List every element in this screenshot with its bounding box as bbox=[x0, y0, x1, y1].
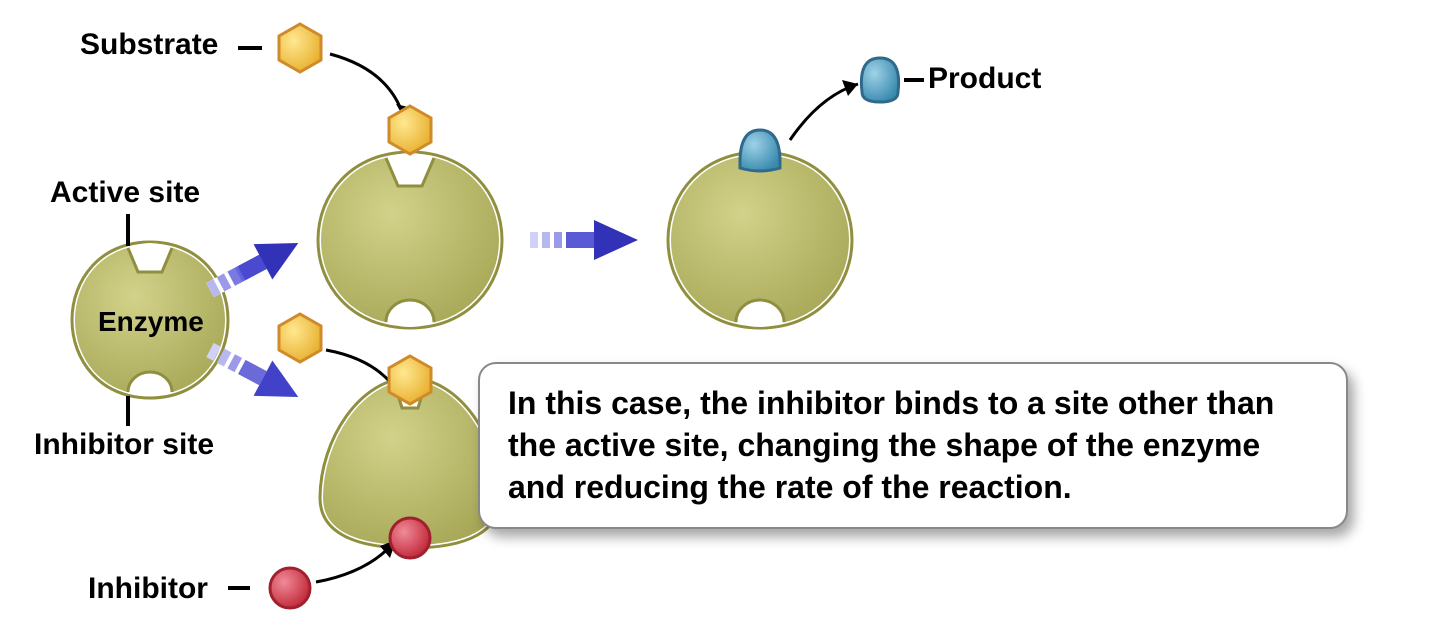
thin-arrow-substrate bbox=[330, 54, 404, 118]
label-active-site: Active site bbox=[50, 176, 200, 210]
caption-box: In this case, the inhibitor binds to a s… bbox=[478, 362, 1348, 529]
process-arrow-1 bbox=[201, 225, 308, 307]
product-free bbox=[861, 58, 898, 102]
process-arrow-3 bbox=[530, 220, 638, 260]
substrate-blocked bbox=[389, 356, 431, 404]
diagram-svg bbox=[0, 0, 1440, 642]
enzyme-with-substrate bbox=[318, 152, 502, 328]
substrate-free-2 bbox=[279, 314, 321, 362]
label-substrate: Substrate bbox=[80, 28, 218, 62]
substrate-free bbox=[279, 24, 321, 72]
substrate-docking-top bbox=[389, 106, 431, 154]
label-enzyme: Enzyme bbox=[98, 306, 204, 338]
enzyme-with-product bbox=[668, 152, 852, 328]
label-product: Product bbox=[928, 62, 1041, 96]
inhibitor-free bbox=[270, 568, 310, 608]
enzyme-inhibition-diagram: Substrate Product Active site Inhibitor … bbox=[0, 0, 1440, 642]
caption-text: In this case, the inhibitor binds to a s… bbox=[508, 385, 1274, 505]
label-inhibitor-site: Inhibitor site bbox=[34, 428, 214, 462]
inhibitor-bound bbox=[390, 518, 430, 558]
product-on-enzyme bbox=[740, 130, 780, 171]
label-inhibitor: Inhibitor bbox=[88, 572, 208, 606]
